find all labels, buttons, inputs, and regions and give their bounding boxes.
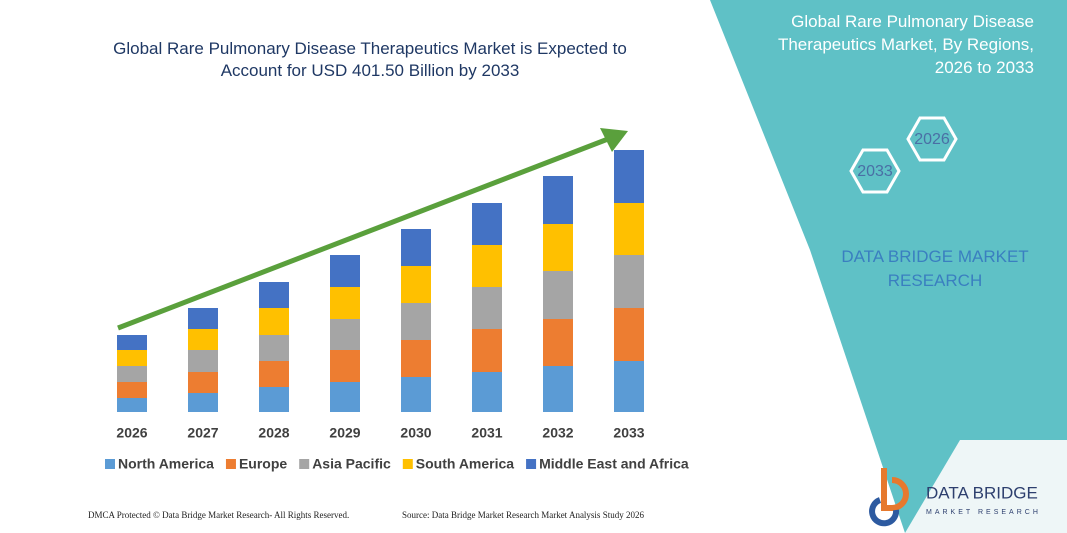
trend-arrow bbox=[117, 136, 609, 331]
logo-mark bbox=[869, 497, 900, 527]
bar-segment bbox=[401, 340, 431, 377]
bar-segment bbox=[259, 361, 289, 387]
logo-name: DATA BRIDGE bbox=[926, 483, 1038, 502]
hexagon-label: 2033 bbox=[857, 163, 893, 180]
legend-swatch bbox=[225, 459, 236, 469]
bar-segment bbox=[188, 372, 218, 393]
bar-segment bbox=[543, 319, 573, 366]
bar-segment bbox=[543, 271, 573, 319]
bar-segment bbox=[330, 350, 360, 382]
bar-segment bbox=[117, 335, 147, 350]
bar-segment bbox=[614, 308, 644, 361]
bar-segment bbox=[117, 366, 147, 382]
bar-segment bbox=[117, 398, 147, 412]
bar-segment bbox=[401, 266, 431, 303]
x-tick-label: 2028 bbox=[258, 425, 289, 441]
legend-label: South America bbox=[416, 456, 514, 472]
legend-label: North America bbox=[118, 456, 214, 472]
x-tick-label: 2033 bbox=[613, 425, 644, 441]
bar-segment bbox=[614, 255, 644, 308]
bar-segment bbox=[614, 203, 644, 255]
hexagon-label: 2026 bbox=[914, 131, 950, 148]
bar-segment bbox=[472, 203, 502, 245]
legend-label: Europe bbox=[239, 456, 287, 472]
x-tick-label: 2031 bbox=[471, 425, 502, 441]
trend-arrow-head bbox=[600, 128, 628, 152]
bar-segment bbox=[614, 150, 644, 203]
logo-mark bbox=[881, 468, 909, 511]
logo-tagline: MARKET RESEARCH bbox=[926, 509, 1041, 516]
bar-segment bbox=[188, 393, 218, 412]
bar-segment bbox=[259, 335, 289, 361]
panel-title: Global Rare Pulmonary Disease Therapeuti… bbox=[777, 12, 1034, 77]
legend-swatch bbox=[526, 459, 537, 469]
panel-brand: DATA BRIDGE MARKET RESEARCH bbox=[841, 247, 1029, 290]
bar-segment bbox=[330, 319, 360, 350]
bar-segment bbox=[472, 245, 502, 287]
footer-right: Source: Data Bridge Market Research Mark… bbox=[402, 510, 644, 520]
bar-segment bbox=[614, 361, 644, 412]
bar-segment bbox=[188, 350, 218, 372]
panel-background bbox=[710, 0, 1067, 533]
bar-segment bbox=[543, 224, 573, 271]
legend-label: Middle East and Africa bbox=[539, 456, 689, 472]
bar-segment bbox=[188, 329, 218, 350]
legend-label: Asia Pacific bbox=[312, 456, 391, 472]
bar-segment bbox=[401, 229, 431, 266]
bar-segment bbox=[117, 382, 147, 398]
bar-segment bbox=[259, 387, 289, 412]
bar-segment bbox=[543, 176, 573, 224]
bar-segment bbox=[330, 255, 360, 287]
chart-title: Global Rare Pulmonary Disease Therapeuti… bbox=[113, 39, 627, 80]
logo-background bbox=[905, 440, 1067, 533]
legend-swatch bbox=[105, 459, 115, 469]
bar-segment bbox=[472, 287, 502, 329]
hexagon bbox=[849, 148, 901, 194]
legend-swatch bbox=[299, 459, 310, 469]
bar-segment bbox=[401, 303, 431, 340]
x-tick-label: 2026 bbox=[116, 425, 147, 441]
bar-segment bbox=[259, 282, 289, 308]
bar-segment bbox=[472, 372, 502, 412]
bar-segment bbox=[330, 287, 360, 319]
bar-segment bbox=[401, 377, 431, 412]
bar-segment bbox=[188, 308, 218, 329]
hexagon bbox=[906, 116, 958, 162]
x-tick-label: 2030 bbox=[400, 425, 431, 441]
legend-swatch bbox=[402, 459, 413, 469]
bar-segment bbox=[259, 308, 289, 335]
x-tick-label: 2029 bbox=[329, 425, 360, 441]
bar-segment bbox=[543, 366, 573, 412]
x-tick-label: 2032 bbox=[542, 425, 573, 441]
bar-segment bbox=[117, 350, 147, 366]
footer-left: DMCA Protected © Data Bridge Market Rese… bbox=[88, 510, 349, 520]
bar-segment bbox=[330, 382, 360, 412]
x-tick-label: 2027 bbox=[187, 425, 218, 441]
bar-segment bbox=[472, 329, 502, 372]
